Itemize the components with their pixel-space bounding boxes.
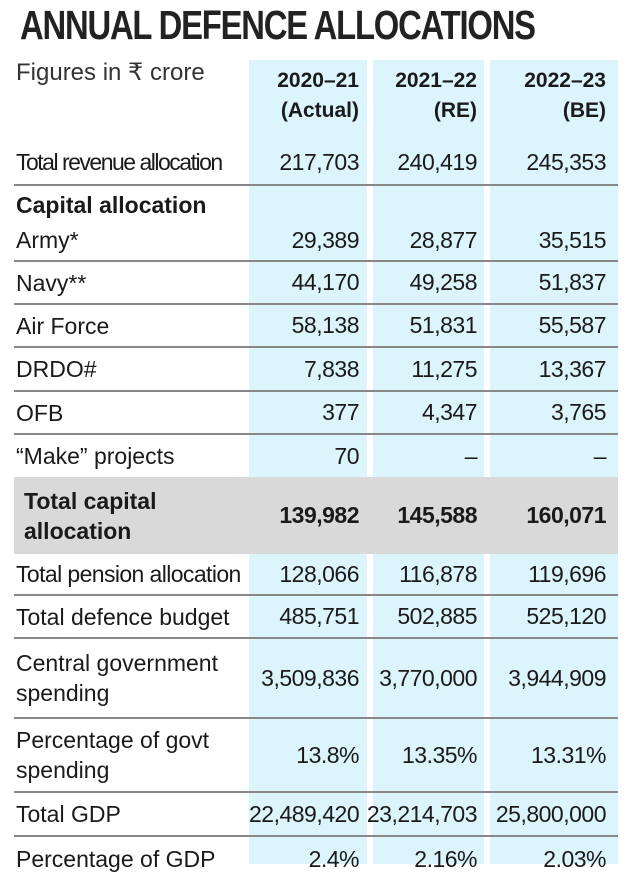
row-label: Total defence budget <box>16 603 230 630</box>
value-2022-23: – <box>593 442 607 469</box>
row-label: Total pension allocation <box>16 561 241 587</box>
value-2022-23: 119,696 <box>528 560 606 587</box>
row-label: Percentage of GDP <box>16 846 216 872</box>
value-2020-21: 139,982 <box>279 502 359 528</box>
table-row-air-force: Air Force 58,138 51,831 55,587 <box>14 305 618 348</box>
value-2022-23: 245,353 <box>526 148 606 175</box>
table-row-total-capital: Total capital allocation 139,982 145,588… <box>14 477 618 554</box>
value-2021-22: 116,878 <box>399 560 477 587</box>
row-label: Total revenue allocation <box>16 149 223 175</box>
row-label: Navy** <box>16 269 87 296</box>
column-type: (BE) <box>562 99 606 122</box>
value-2020-21: 217,703 <box>279 148 359 175</box>
value-2020-21: 7,838 <box>303 355 360 382</box>
allocation-table: Total revenue allocation 217,703 240,419… <box>14 140 618 881</box>
value-2021-22: 49,258 <box>409 269 478 295</box>
units-note: Figures in ₹ crore <box>16 59 205 86</box>
table-row-ofb: OFB 377 4,347 3,765 <box>14 392 618 435</box>
value-2020-21: 3,509,836 <box>261 664 359 691</box>
value-2021-22: 3,770,000 <box>379 664 477 691</box>
value-2022-23: 160,071 <box>526 502 606 528</box>
value-2021-22: 240,419 <box>397 148 477 175</box>
page-title: ANNUAL DEFENCE ALLOCATIONS <box>20 2 536 48</box>
column-highlight-2020-21 <box>249 60 367 864</box>
row-label: Air Force <box>16 312 110 339</box>
column-header-2020-21: 2020–21 (Actual) <box>249 66 359 130</box>
value-2021-22: 28,877 <box>409 226 478 253</box>
column-year: 2020–21 <box>277 69 359 92</box>
column-header-2021-22: 2021–22 (RE) <box>373 66 477 130</box>
value-2022-23: 25,800,000 <box>495 800 607 827</box>
table-row-make-projects: “Make” projects 70 – – <box>14 435 618 477</box>
row-label: “Make” projects <box>16 443 175 469</box>
value-2022-23: 51,837 <box>538 269 607 295</box>
value-2022-23: 35,515 <box>538 226 607 253</box>
value-2021-22: 13.35% <box>401 741 478 768</box>
table-row-total-revenue: Total revenue allocation 217,703 240,419… <box>14 140 618 186</box>
table-row-percentage-gdp: Percentage of GDP 2.4% 2.16% 2.03% <box>14 837 618 881</box>
value-2020-21: 377 <box>322 399 359 425</box>
row-label: Total capital allocation <box>24 487 157 544</box>
value-2020-21: 2.4% <box>308 845 360 872</box>
table-row-total-pension: Total pension allocation 128,066 116,878… <box>14 554 618 596</box>
value-2020-21: 29,389 <box>291 226 360 253</box>
value-2021-22: 23,214,703 <box>366 800 478 827</box>
value-2021-22: 145,588 <box>397 502 477 528</box>
value-2022-23: 55,587 <box>538 312 607 338</box>
value-2021-22: 502,885 <box>397 603 477 629</box>
row-label: DRDO# <box>16 356 97 382</box>
column-year: 2022–23 <box>524 69 606 92</box>
row-label: Central government spending <box>16 650 218 706</box>
value-2020-21: 13.8% <box>296 741 359 768</box>
value-2021-22: 2.16% <box>414 845 477 872</box>
section-heading: Capital allocation <box>16 192 207 218</box>
row-label: Percentage of govt spending <box>16 727 210 783</box>
table-row-navy: Navy** 44,170 49,258 51,837 <box>14 262 618 305</box>
value-2022-23: 525,120 <box>526 603 606 629</box>
table-row-central-govt-spending: Central government spending 3,509,836 3,… <box>14 639 618 719</box>
column-year: 2021–22 <box>395 69 477 92</box>
row-label: Total GDP <box>16 801 121 827</box>
table-row-total-gdp: Total GDP 22,489,420 23,214,703 25,800,0… <box>14 793 618 837</box>
value-2020-21: 485,751 <box>279 603 359 629</box>
column-header-2022-23: 2022–23 (BE) <box>490 66 606 130</box>
value-2022-23: 3,765 <box>550 399 607 425</box>
table-row-percentage-govt-spending: Percentage of govt spending 13.8% 13.35%… <box>14 719 618 793</box>
value-2020-21: 22,489,420 <box>249 800 360 827</box>
value-2020-21: 128,066 <box>279 560 359 587</box>
table-row-capital-heading: Capital allocation <box>14 186 618 220</box>
table-row-army: Army* 29,389 28,877 35,515 <box>14 220 618 262</box>
value-2020-21: 58,138 <box>291 312 360 338</box>
value-2021-22: 4,347 <box>421 399 478 425</box>
row-label: OFB <box>16 399 64 426</box>
value-2022-23: 13.31% <box>530 741 607 768</box>
value-2022-23: 2.03% <box>543 845 606 872</box>
value-2020-21: 44,170 <box>291 269 360 295</box>
value-2020-21: 70 <box>334 442 359 469</box>
value-2022-23: 3,944,909 <box>508 664 606 691</box>
value-2021-22: 11,275 <box>411 355 477 382</box>
table-row-total-defence-budget: Total defence budget 485,751 502,885 525… <box>14 596 618 639</box>
column-highlight-2022-23 <box>490 60 618 864</box>
value-2022-23: 13,367 <box>538 355 607 382</box>
value-2021-22: – <box>464 442 478 469</box>
column-type: (RE) <box>433 99 477 122</box>
column-highlight-2021-22 <box>373 60 484 864</box>
value-2021-22: 51,831 <box>409 312 478 338</box>
row-label: Army* <box>16 227 79 253</box>
table-row-drdo: DRDO# 7,838 11,275 13,367 <box>14 348 618 392</box>
column-type: (Actual) <box>280 99 359 122</box>
